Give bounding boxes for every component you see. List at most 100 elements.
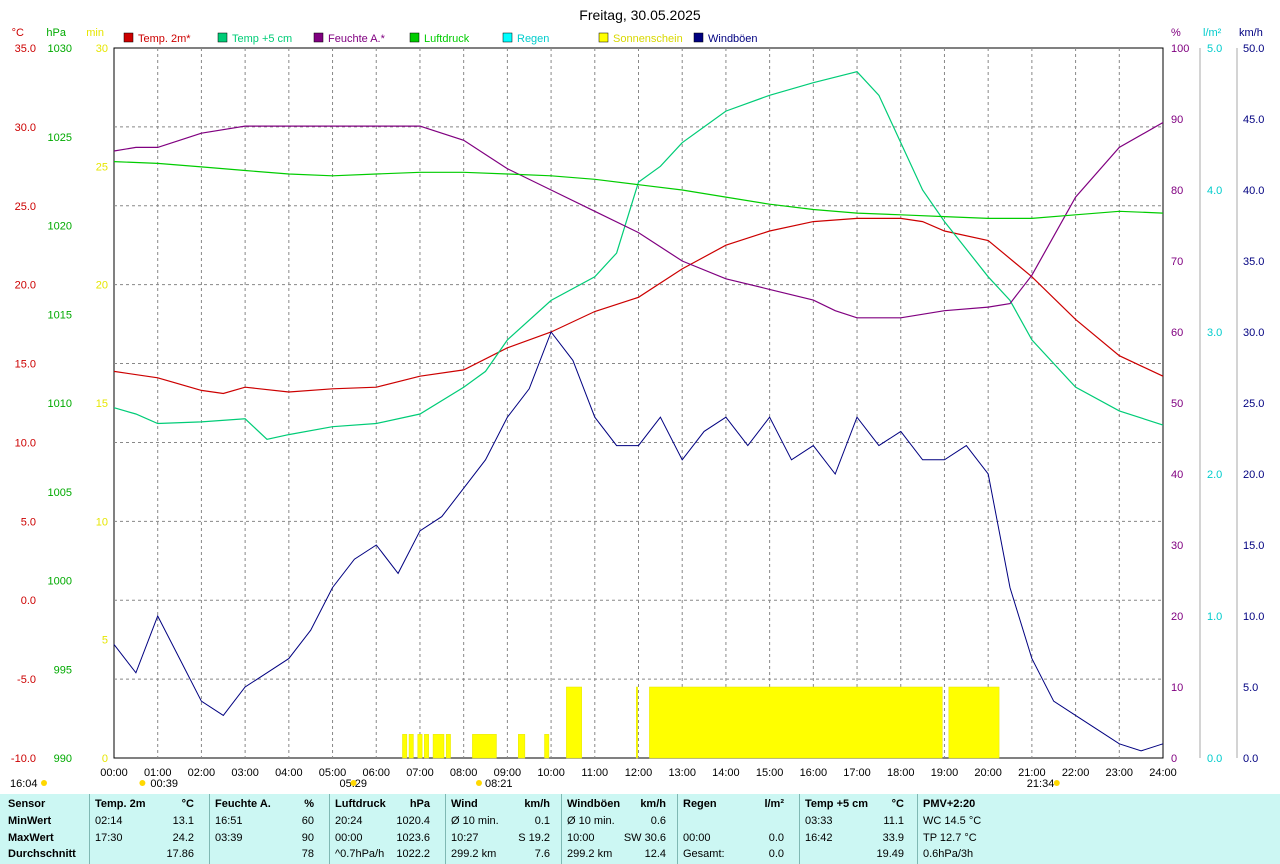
pressure-axis-tick: 1000 [48, 576, 72, 588]
humidity-axis-tick: 10 [1171, 682, 1183, 694]
legend-label: Sonnenschein [613, 33, 683, 45]
temp-axis-tick: -10.0 [11, 753, 36, 765]
stats-cell: 0.6 [650, 815, 666, 827]
x-tick-label: 20:00 [974, 767, 1002, 779]
stats-cell: hPa [409, 798, 430, 810]
sun-marker-icon [475, 780, 482, 786]
marker-sunset: 21:34 [1027, 778, 1055, 790]
gust-axis-tick: 30.0 [1243, 327, 1264, 339]
stats-cell: °C [181, 798, 194, 810]
row-label-min: MinWert [8, 815, 52, 827]
gust-axis-unit: km/h [1239, 27, 1263, 39]
x-tick-label: 00:00 [100, 767, 128, 779]
temp-axis-unit: °C [12, 27, 24, 39]
humidity-axis-tick: 0 [1171, 753, 1177, 765]
marker-solar-noon: 08:21 [485, 778, 513, 790]
humidity-axis-tick: 20 [1171, 611, 1183, 623]
chart-title: Freitag, 30.05.2025 [579, 7, 701, 23]
sun-marker-icon [139, 780, 146, 786]
sunshine-axis-tick: 5 [102, 635, 108, 647]
pressure-axis-tick: 995 [54, 664, 72, 676]
series-line-temp [113, 217, 1164, 395]
stats-cell: Feuchte A. [215, 798, 271, 810]
temp-axis-tick: 25.0 [15, 201, 36, 213]
stats-cell: Ø 10 min. [451, 815, 499, 827]
humidity-axis-unit: % [1171, 27, 1181, 39]
x-tick-label: 21:00 [1018, 767, 1046, 779]
x-tick-label: 17:00 [843, 767, 871, 779]
rain-axis-tick: 1.0 [1207, 611, 1222, 623]
stats-cell: 00:00 [683, 832, 711, 844]
x-tick-label: 08:00 [450, 767, 478, 779]
x-tick-label: 02:00 [188, 767, 216, 779]
x-tick-label: 07:00 [406, 767, 434, 779]
stats-cell: 299.2 km [451, 848, 497, 860]
rain-axis-tick: 2.0 [1207, 469, 1222, 481]
humidity-axis-tick: 50 [1171, 398, 1183, 410]
stats-cell: 0.6hPa/3h [923, 848, 974, 860]
x-tick-label: 10:00 [537, 767, 565, 779]
stats-cell: 03:39 [215, 832, 243, 844]
temp-axis-tick: 15.0 [15, 359, 36, 371]
row-label-max: MaxWert [8, 832, 54, 844]
gust-axis-tick: 15.0 [1243, 540, 1264, 552]
stats-cell: Luftdruck [335, 798, 386, 810]
stats-cell: 00:00 [335, 832, 363, 844]
legend-label: Regen [517, 33, 549, 45]
x-tick-label: 09:00 [494, 767, 522, 779]
legend-label: Temp. 2m* [138, 33, 191, 45]
temp-axis-tick: 30.0 [15, 122, 36, 134]
humidity-axis-tick: 40 [1171, 469, 1183, 481]
sunshine-bar [636, 686, 638, 759]
stats-cell: 02:14 [95, 815, 123, 827]
sunshine-bar [408, 734, 414, 759]
sunshine-bar [432, 734, 445, 759]
axes: 35.0 30.0 25.0 20.0 15.0 10.0 5.0 0.0 -5.0 -10.0 °… [11, 27, 1265, 765]
x-tick-label: 12:00 [625, 767, 653, 779]
stats-cell: ^0.7hPa/h [335, 848, 385, 860]
x-tick-label: 22:00 [1062, 767, 1090, 779]
stats-cell: 1020.4 [396, 815, 430, 827]
stats-cell: Wind [451, 798, 478, 810]
sunshine-bar [424, 734, 429, 759]
humidity-axis-tick: 90 [1171, 114, 1183, 126]
gust-axis-tick: 0.0 [1243, 753, 1258, 765]
legend-swatch [217, 32, 228, 43]
stats-cell: 299.2 km [567, 848, 613, 860]
sun-marker-icon [350, 780, 357, 786]
stats-column: Luftdruck hPa 20:24 1020.4 00:00 1023.6 ^0.7hP… [330, 794, 436, 864]
series-line-temp [113, 71, 1164, 440]
stats-cell: 0.0 [768, 832, 784, 844]
series-line-gusts [113, 330, 1164, 752]
x-tick-label: 04:00 [275, 767, 303, 779]
series-line-hpa [113, 161, 1164, 219]
row-label-avg: Durchschnitt [8, 848, 76, 860]
legend-label: Feuchte A.* [328, 33, 386, 45]
pressure-axis-tick: 1030 [48, 43, 72, 55]
sunshine-bar [649, 686, 943, 759]
sunshine-axis-tick: 30 [96, 43, 108, 55]
row-label-sensor: Sensor [8, 798, 46, 810]
statistics-panel: Sensor MinWert MaxWert Durchschnitt Temp… [0, 794, 1280, 864]
legend-swatch [313, 32, 324, 43]
sunshine-bar [518, 734, 526, 759]
x-tick-label: 24:00 [1149, 767, 1177, 779]
sunshine-axis-tick: 10 [96, 516, 108, 528]
stats-column: Temp. 2m °C 02:14 13.1 17:30 24.2 17.86 [90, 794, 200, 864]
sunshine-axis-unit: min [86, 27, 104, 39]
stats-cell: 19.49 [876, 848, 904, 860]
stats-cell: km/h [640, 798, 666, 810]
gust-axis-tick: 25.0 [1243, 398, 1264, 410]
rain-axis-tick: 4.0 [1207, 185, 1222, 197]
stats-cell: WC 14.5 °C [923, 815, 982, 827]
x-tick-label: 14:00 [712, 767, 740, 779]
stats-cell: 13.1 [172, 815, 194, 827]
x-tick-label: 13:00 [668, 767, 696, 779]
sunshine-bar [948, 686, 1000, 759]
legend-label: Luftdruck [424, 33, 470, 45]
stats-cell: 33.9 [882, 832, 904, 844]
gust-axis-tick: 20.0 [1243, 469, 1264, 481]
stats-cell: 10:00 [567, 832, 595, 844]
sunshine-bar [417, 734, 423, 759]
sunshine-bars [402, 686, 1000, 759]
